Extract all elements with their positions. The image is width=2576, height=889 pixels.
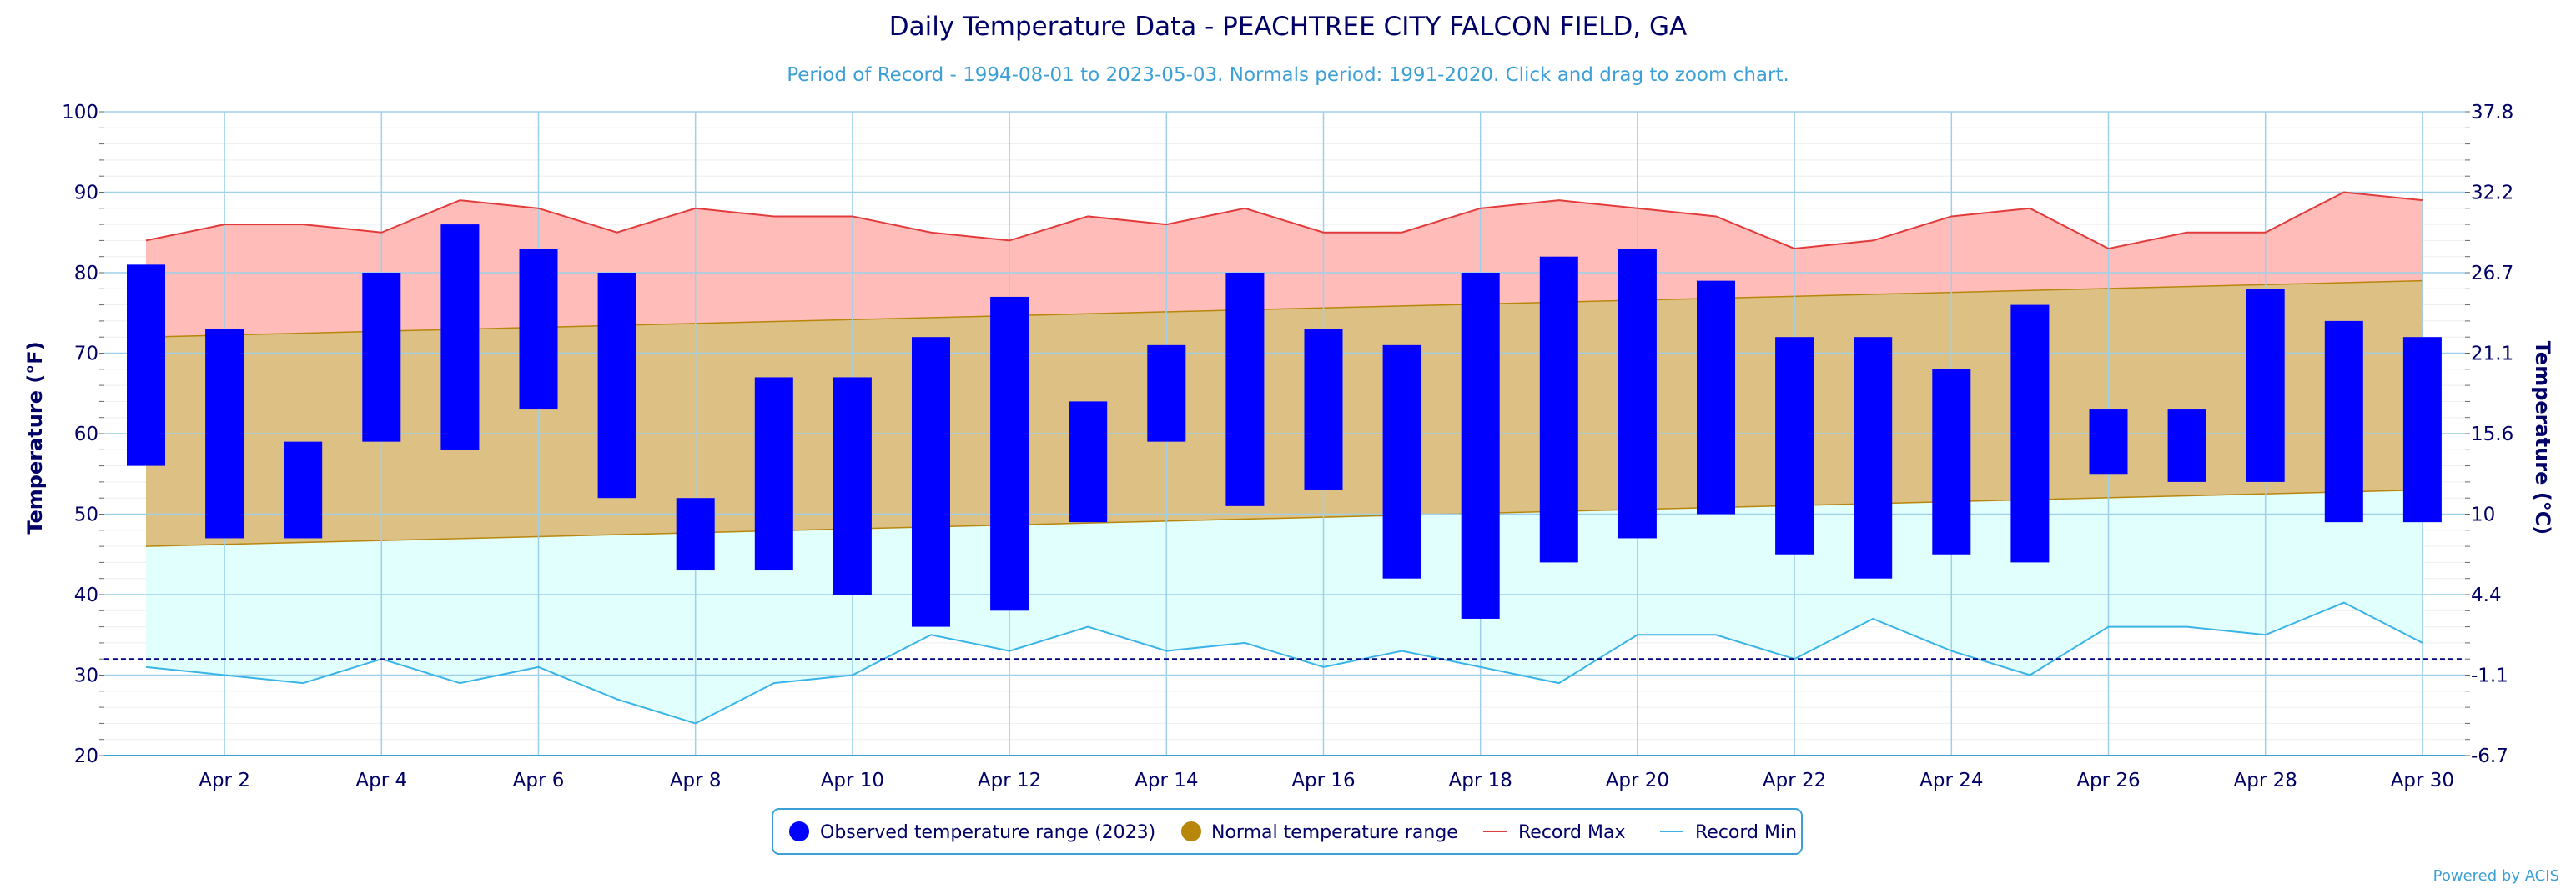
chart-subtitle: Period of Record - 1994-08-01 to 2023-05… — [787, 64, 1789, 86]
y-tick-label-right: 26.7 — [2471, 263, 2513, 284]
normal-range-band — [146, 280, 2423, 547]
observed-bar[interactable] — [676, 498, 715, 571]
y-tick-label-right: -6.7 — [2471, 746, 2508, 767]
x-tick-label: Apr 16 — [1291, 770, 1355, 791]
observed-bar[interactable] — [597, 273, 636, 499]
observed-bar[interactable] — [1382, 344, 1421, 579]
observed-bar[interactable] — [912, 337, 950, 627]
x-tick-label: Apr 8 — [670, 770, 722, 791]
record-min-line[interactable] — [145, 601, 2423, 725]
record-max-area — [146, 192, 2423, 338]
y-axis-label-left: Temperature (°F) — [23, 341, 47, 534]
observed-bar[interactable] — [1069, 401, 1108, 523]
x-tick-label: Apr 20 — [1606, 770, 1669, 791]
legend-label-normal: Normal temperature range — [1211, 822, 1458, 843]
y-tick-label-left: 100 — [62, 102, 98, 123]
y-tick-label-left: 40 — [74, 585, 98, 606]
observed-bar[interactable] — [1854, 337, 1893, 579]
y-tick-label-right: -1.1 — [2471, 665, 2508, 687]
y-tick-label-right: 10 — [2471, 505, 2495, 526]
y-tick-label-left: 90 — [74, 183, 98, 204]
observed-bar[interactable] — [2402, 337, 2442, 523]
legend-item-record-min[interactable]: Record Min — [1660, 822, 1797, 843]
x-tick-label: Apr 18 — [1449, 770, 1512, 791]
observed-bar[interactable] — [284, 441, 323, 539]
normal-legend-icon — [1181, 821, 1201, 841]
x-tick-label: Apr 10 — [821, 770, 884, 791]
plot-area[interactable]: 20 -6.7 30 -1.1 40 4.4 50 10 60 15.6 70 21.1 80 26.7 9… — [62, 102, 2513, 791]
observed-bar[interactable] — [2167, 409, 2206, 482]
observed-bar[interactable] — [2324, 320, 2363, 523]
observed-bar[interactable] — [1697, 280, 1735, 515]
observed-bar[interactable] — [1775, 337, 1814, 555]
observed-bar[interactable] — [1225, 273, 1265, 506]
observed-bar[interactable] — [833, 377, 872, 595]
y-tick-label-left: 20 — [74, 746, 98, 767]
legend-item-record-max[interactable]: Record Max — [1483, 822, 1626, 843]
y-tick-label-right: 32.2 — [2471, 183, 2513, 204]
x-tick-label: Apr 24 — [1919, 770, 1983, 791]
observed-bar[interactable] — [1461, 273, 1500, 619]
x-tick-label: Apr 12 — [978, 770, 1041, 791]
x-tick-label: Apr 30 — [2391, 770, 2454, 791]
chart-title: Daily Temperature Data - PEACHTREE CITY … — [889, 12, 1688, 42]
x-tick-label: Apr 4 — [355, 770, 407, 791]
x-tick-label: Apr 2 — [199, 770, 250, 791]
record-max-line[interactable] — [145, 191, 2423, 250]
x-tick-label: Apr 26 — [2076, 770, 2140, 791]
observed-bar[interactable] — [754, 377, 793, 571]
observed-bar[interactable] — [1304, 329, 1343, 490]
legend-item-normal[interactable]: Normal temperature range — [1181, 821, 1458, 843]
y-tick-label-right: 21.1 — [2471, 344, 2513, 365]
observed-legend-icon — [789, 821, 809, 841]
y-tick-label-left: 80 — [74, 263, 98, 284]
observed-bar[interactable] — [990, 296, 1029, 611]
y-tick-label-left: 30 — [74, 665, 98, 687]
y-tick-label-right: 15.6 — [2471, 424, 2513, 445]
observed-bar[interactable] — [1147, 344, 1186, 442]
observed-bar[interactable] — [127, 264, 165, 466]
y-tick-label-left: 50 — [74, 505, 98, 526]
observed-bar[interactable] — [205, 329, 244, 539]
legend-label-record-max: Record Max — [1518, 822, 1626, 843]
observed-bar[interactable] — [519, 249, 558, 410]
x-tick-label: Apr 14 — [1135, 770, 1198, 791]
legend-item-observed[interactable]: Observed temperature range (2023) — [789, 821, 1155, 843]
legend-label-observed: Observed temperature range (2023) — [820, 822, 1155, 843]
y-tick-label-left: 60 — [74, 424, 98, 445]
credit-link[interactable]: Powered by ACIS — [2433, 867, 2559, 885]
y-tick-label-right: 37.8 — [2471, 102, 2513, 123]
record-min-area — [146, 490, 2423, 724]
observed-bar[interactable] — [2010, 304, 2050, 563]
x-tick-label: Apr 22 — [1763, 770, 1826, 791]
x-tick-label: Apr 6 — [513, 770, 565, 791]
y-axis-label-right: Temperature (°C) — [2531, 341, 2554, 535]
y-tick-label-left: 70 — [74, 344, 98, 365]
y-tick-label-right: 4.4 — [2471, 585, 2502, 606]
observed-bar[interactable] — [362, 273, 401, 442]
legend: Observed temperature range (2023) Normal… — [772, 808, 1803, 855]
x-tick-label: Apr 28 — [2234, 770, 2297, 791]
observed-bar[interactable] — [2089, 409, 2128, 475]
observed-bar[interactable] — [2246, 289, 2285, 482]
legend-box — [772, 808, 1803, 855]
observed-bar[interactable] — [1539, 256, 1578, 563]
observed-bar[interactable] — [440, 224, 480, 450]
observed-bar[interactable] — [1932, 369, 1971, 555]
legend-label-record-min: Record Min — [1695, 822, 1797, 843]
observed-bar[interactable] — [1618, 249, 1657, 539]
